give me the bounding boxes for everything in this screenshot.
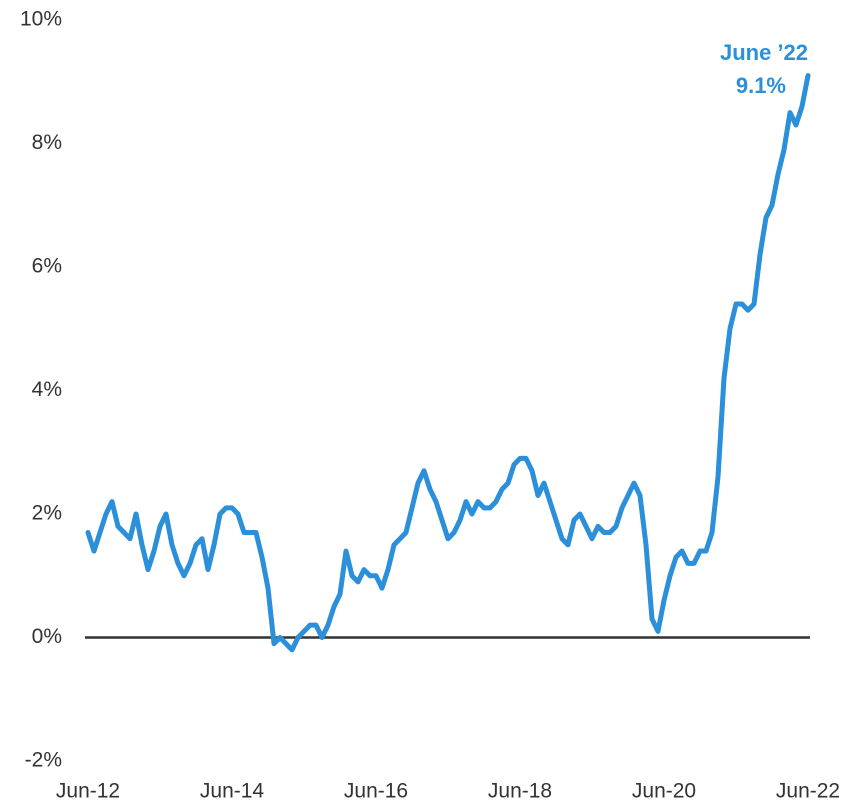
x-tick-label: Jun-16 [344,780,408,803]
y-tick-label: 10% [20,8,62,31]
line [85,73,811,653]
annotation: June ’22 [720,40,808,65]
annotation: 9.1% [736,73,786,98]
y-tick-label: 4% [32,378,62,401]
y-tick-label: 2% [32,502,62,525]
x-tick-label: Jun-18 [488,780,552,803]
x-tick-label: Jun-22 [776,780,840,803]
y-tick-label: 0% [32,625,62,648]
y-tick-label: -2% [25,749,62,772]
x-tick-label: Jun-12 [56,780,120,803]
y-tick-label: 6% [32,255,62,278]
x-tick-label: Jun-14 [200,780,265,803]
y-tick-label: 8% [32,131,62,154]
x-tick-label: Jun-20 [632,780,696,803]
